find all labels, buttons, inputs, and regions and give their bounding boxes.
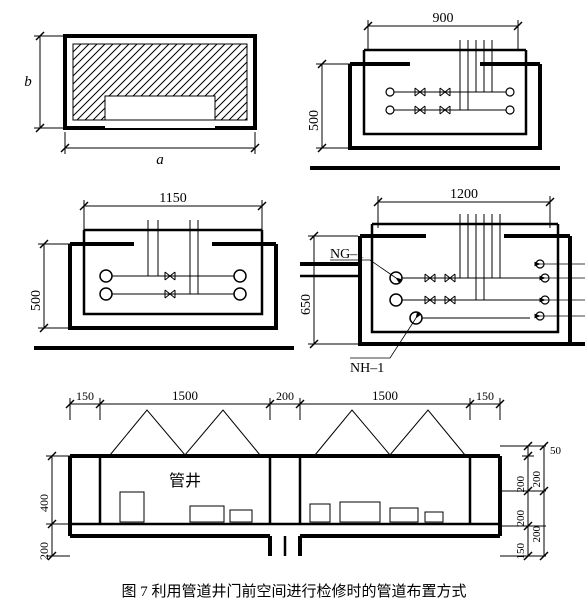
svg-text:150: 150 bbox=[76, 389, 94, 403]
dim-h: 500 bbox=[29, 290, 44, 311]
svg-text:150: 150 bbox=[515, 543, 527, 560]
svg-text:200: 200 bbox=[276, 389, 294, 403]
dim-w: 900 bbox=[433, 11, 454, 26]
dim-h: 650 bbox=[299, 294, 314, 315]
panel-e: 150 1500 200 1500 150 bbox=[37, 388, 562, 560]
dim-a: a bbox=[156, 152, 164, 168]
panel-b: 900 500 bbox=[307, 11, 560, 168]
svg-text:200: 200 bbox=[37, 542, 51, 560]
dim-w: 1150 bbox=[159, 191, 186, 206]
panel-c: 1150 500 bbox=[29, 191, 294, 348]
svg-text:50: 50 bbox=[550, 445, 562, 457]
lbl-ng: NG–1 bbox=[330, 247, 364, 262]
shaft-label: 管井 bbox=[169, 472, 201, 490]
svg-text:200: 200 bbox=[515, 510, 527, 527]
dim-h: 500 bbox=[307, 110, 322, 131]
figure-caption: 图 7 利用管道井门前空间进行检修时的管道布置方式 bbox=[121, 583, 466, 600]
svg-text:400: 400 bbox=[37, 494, 51, 512]
panel-a: b a bbox=[24, 32, 259, 168]
svg-text:200: 200 bbox=[531, 471, 543, 488]
dim-b: b bbox=[24, 74, 32, 90]
svg-text:200: 200 bbox=[531, 526, 543, 543]
svg-text:1500: 1500 bbox=[372, 388, 398, 403]
svg-text:150: 150 bbox=[476, 389, 494, 403]
dim-w: 1200 bbox=[450, 187, 478, 202]
svg-text:1500: 1500 bbox=[172, 388, 198, 403]
svg-text:200: 200 bbox=[515, 476, 527, 493]
panel-d: 1200 650 bbox=[299, 187, 588, 376]
lbl-nh: NH–1 bbox=[350, 361, 384, 376]
